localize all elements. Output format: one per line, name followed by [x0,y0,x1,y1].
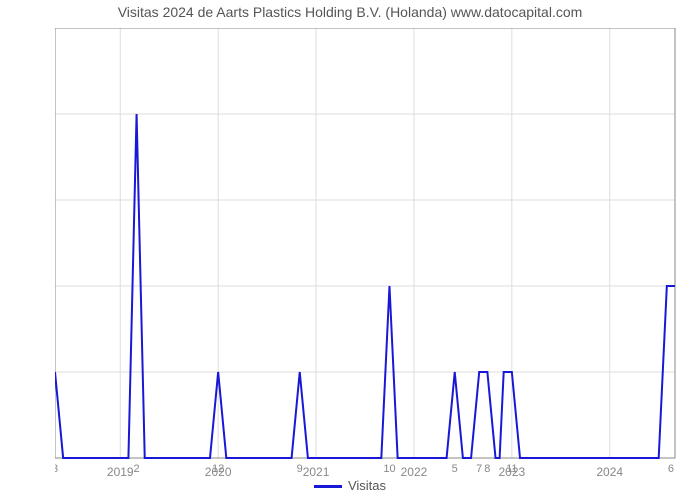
legend-swatch [314,485,342,488]
svg-text:6: 6 [668,463,674,475]
chart-legend: Visitas [0,478,700,493]
svg-text:2019: 2019 [107,465,134,479]
svg-text:11: 11 [506,463,517,475]
svg-text:12: 12 [212,463,224,475]
svg-text:5: 5 [452,463,458,475]
legend-label: Visitas [348,478,386,493]
svg-text:2022: 2022 [401,465,428,479]
chart-title: Visitas 2024 de Aarts Plastics Holding B… [0,4,700,20]
svg-text:3: 3 [55,463,58,475]
svg-text:2021: 2021 [303,465,330,479]
svg-text:2: 2 [134,463,140,475]
svg-text:9: 9 [297,463,303,475]
svg-text:2024: 2024 [596,465,623,479]
svg-text:7: 7 [476,463,482,475]
svg-text:8: 8 [484,463,490,475]
svg-text:10: 10 [383,463,395,475]
line-chart: 0123452019202020212022202320243212910578… [55,28,677,498]
